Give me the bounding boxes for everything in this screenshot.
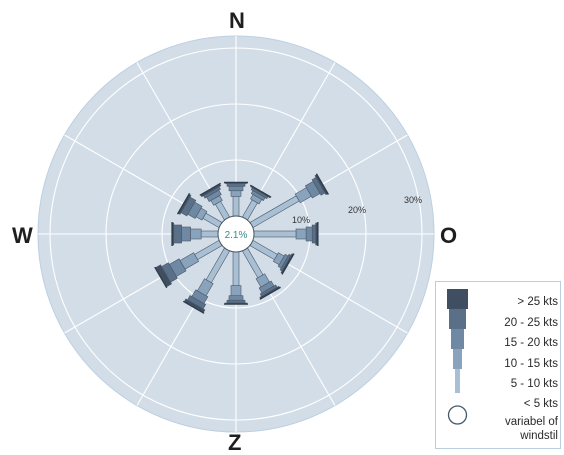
rose-bar-11 <box>199 182 231 221</box>
rose-bar-7 <box>182 247 231 314</box>
radial-tick-label-30: 30% <box>404 195 422 205</box>
rose-bar-0-segment-0 <box>232 196 240 217</box>
compass-south-label: Z <box>228 430 242 455</box>
rose-bar-6-segment-0 <box>232 251 240 286</box>
rose-bar-0 <box>224 181 248 217</box>
rose-bar-8-cap <box>154 266 168 289</box>
rose-bar-4 <box>249 239 295 275</box>
rose-bar-11-cap <box>199 182 221 196</box>
legend-label-lt5: < 5 kts <box>523 398 558 410</box>
legend-swatch-stack <box>447 289 468 425</box>
rose-bar-1-cap <box>249 184 272 198</box>
legend-label-calm-1: variabel of <box>504 416 558 428</box>
rose-bar-9-segment-3 <box>173 224 182 244</box>
rose-bar-9 <box>171 222 219 246</box>
legend-label-gt25: > 25 kts <box>517 296 558 308</box>
rose-bar-3 <box>253 222 319 246</box>
legend-label-calm-2: windstil <box>520 430 558 442</box>
rose-bar-6-segment-2 <box>228 295 244 301</box>
calm-circle-group <box>217 215 255 253</box>
legend-label-15-20: 15 - 20 kts <box>504 337 558 349</box>
rose-bar-9-segment-1 <box>190 228 202 240</box>
calm-circle <box>217 215 255 253</box>
legend-swatch-10-15 <box>453 349 462 369</box>
rose-bar-0-segment-1 <box>230 190 242 197</box>
rose-bar-10-cap <box>176 192 191 215</box>
rose-bar-3-segment-1 <box>295 228 307 240</box>
calm-percentage-label: 2.1% <box>225 230 248 241</box>
rose-bar-0-segment-2 <box>228 186 244 192</box>
legend-swatch-calm <box>447 405 468 425</box>
rose-bar-5 <box>241 247 281 300</box>
rose-bar-7-cap <box>182 300 205 314</box>
rose-bar-4-cap <box>281 253 295 275</box>
legend-label-20-25: 20 - 25 kts <box>504 317 558 329</box>
rose-bar-2 <box>249 173 330 229</box>
rose-bar-1 <box>241 184 272 221</box>
rose-bar-3-segment-3 <box>311 224 316 244</box>
speed-legend: > 25 kts 20 - 25 kts 15 - 20 kts 10 - 15… <box>435 281 561 449</box>
legend-swatch-gt25 <box>447 289 468 309</box>
legend-swatch-15-20 <box>451 329 464 349</box>
legend-label-5-10: 5 - 10 kts <box>510 378 558 390</box>
compass-west-label: W <box>12 223 33 248</box>
rose-bar-5-cap <box>259 286 281 300</box>
rose-bar-3-segment-0 <box>253 230 297 238</box>
legend-label-10-15: 10 - 15 kts <box>504 358 558 370</box>
rose-bar-6-segment-3 <box>226 299 246 304</box>
rose-bar-9-segment-0 <box>200 230 219 238</box>
compass-east-label: O <box>440 223 458 248</box>
rose-bar-3-segment-2 <box>305 226 313 242</box>
compass-north-label: N <box>229 8 245 33</box>
rose-bar-2-cap <box>315 173 330 195</box>
rose-bar-10 <box>176 192 223 229</box>
rose-bar-6 <box>224 251 248 305</box>
legend-swatch-20-25 <box>449 309 466 329</box>
rose-bar-9-segment-2 <box>181 226 191 242</box>
radial-tick-label-20: 20% <box>348 205 366 215</box>
rose-bars <box>154 173 330 314</box>
radial-tick-label-10: 10% <box>292 215 310 225</box>
rose-bar-6-segment-1 <box>230 285 242 296</box>
legend-swatch-5-10 <box>455 369 460 393</box>
rose-bar-0-segment-3 <box>226 183 246 187</box>
